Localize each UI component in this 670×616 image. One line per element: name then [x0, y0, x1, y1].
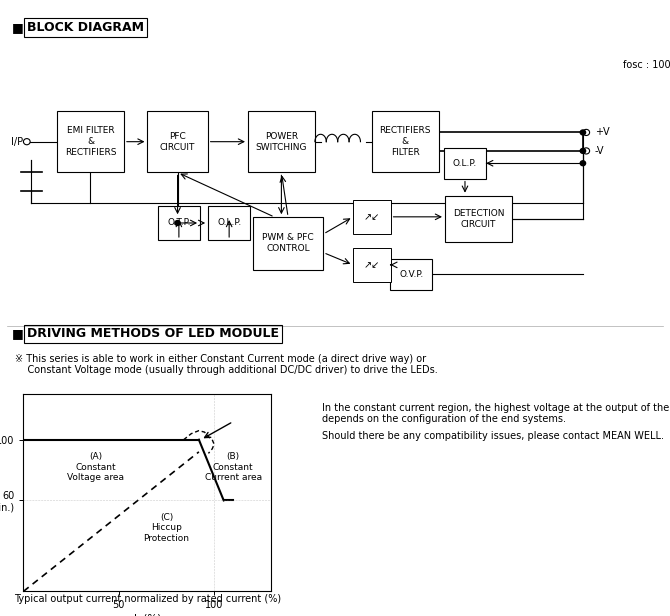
Text: ■: ■ [12, 21, 24, 34]
Text: O.L.P.: O.L.P. [217, 219, 241, 227]
FancyBboxPatch shape [208, 206, 251, 240]
Circle shape [580, 161, 586, 166]
Text: (B)
Constant
Current area: (B) Constant Current area [204, 452, 262, 482]
FancyBboxPatch shape [353, 200, 391, 234]
FancyBboxPatch shape [390, 259, 433, 290]
Text: ↗↙: ↗↙ [364, 260, 380, 270]
Text: (C)
Hiccup
Protection: (C) Hiccup Protection [143, 513, 190, 543]
FancyBboxPatch shape [158, 206, 200, 240]
Text: DRIVING METHODS OF LED MODULE: DRIVING METHODS OF LED MODULE [27, 327, 279, 341]
Text: O.V.P.: O.V.P. [399, 270, 423, 278]
Text: PFC
CIRCUIT: PFC CIRCUIT [160, 132, 195, 152]
X-axis label: Io(%): Io(%) [134, 613, 161, 616]
Text: O.T.P.: O.T.P. [167, 219, 191, 227]
Text: RECTIFIERS
&
FILTER: RECTIFIERS & FILTER [380, 126, 431, 157]
Text: fosc : 100KHz: fosc : 100KHz [623, 60, 670, 70]
Text: PWM & PFC
CONTROL: PWM & PFC CONTROL [262, 233, 314, 253]
Circle shape [580, 148, 586, 153]
FancyBboxPatch shape [372, 111, 439, 172]
Text: POWER
SWITCHING: POWER SWITCHING [256, 132, 307, 152]
FancyBboxPatch shape [253, 217, 323, 270]
FancyBboxPatch shape [353, 248, 391, 282]
Text: ※ This series is able to work in either Constant Current mode (a direct drive wa: ※ This series is able to work in either … [15, 354, 426, 363]
Text: depends on the configuration of the end systems.: depends on the configuration of the end … [322, 414, 565, 424]
Text: I/P: I/P [11, 137, 23, 147]
FancyBboxPatch shape [248, 111, 315, 172]
Text: EMI FILTER
&
RECTIFIERS: EMI FILTER & RECTIFIERS [65, 126, 116, 157]
FancyBboxPatch shape [147, 111, 208, 172]
Text: +V: +V [595, 128, 610, 137]
Text: In the constant current region, the highest voltage at the output of the driver: In the constant current region, the high… [322, 403, 670, 413]
Text: Typical output current normalized by rated current (%): Typical output current normalized by rat… [14, 594, 281, 604]
Text: (A)
Constant
Voltage area: (A) Constant Voltage area [68, 452, 125, 482]
Text: DETECTION
CIRCUIT: DETECTION CIRCUIT [453, 209, 504, 229]
Circle shape [175, 221, 180, 225]
Text: BLOCK DIAGRAM: BLOCK DIAGRAM [27, 21, 144, 34]
Text: Constant Voltage mode (usually through additional DC/DC driver) to drive the LED: Constant Voltage mode (usually through a… [15, 365, 438, 375]
Circle shape [580, 130, 586, 135]
FancyBboxPatch shape [445, 195, 512, 241]
Text: -V: -V [595, 146, 604, 156]
Text: O.L.P.: O.L.P. [453, 159, 477, 168]
Text: ↗↙: ↗↙ [364, 212, 380, 222]
Text: ■: ■ [12, 327, 24, 341]
FancyBboxPatch shape [444, 148, 486, 179]
FancyBboxPatch shape [57, 111, 124, 172]
Text: Should there be any compatibility issues, please contact MEAN WELL.: Should there be any compatibility issues… [322, 431, 663, 441]
